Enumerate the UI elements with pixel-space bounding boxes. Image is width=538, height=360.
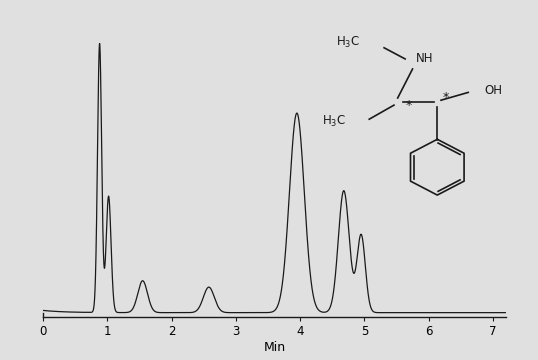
Text: H$_3$C: H$_3$C (336, 35, 360, 50)
Text: *: * (406, 99, 412, 112)
Text: H$_3$C: H$_3$C (322, 114, 346, 129)
Text: *: * (443, 91, 449, 104)
Text: NH: NH (416, 53, 434, 66)
X-axis label: Min: Min (263, 341, 286, 354)
Text: OH: OH (484, 84, 502, 97)
